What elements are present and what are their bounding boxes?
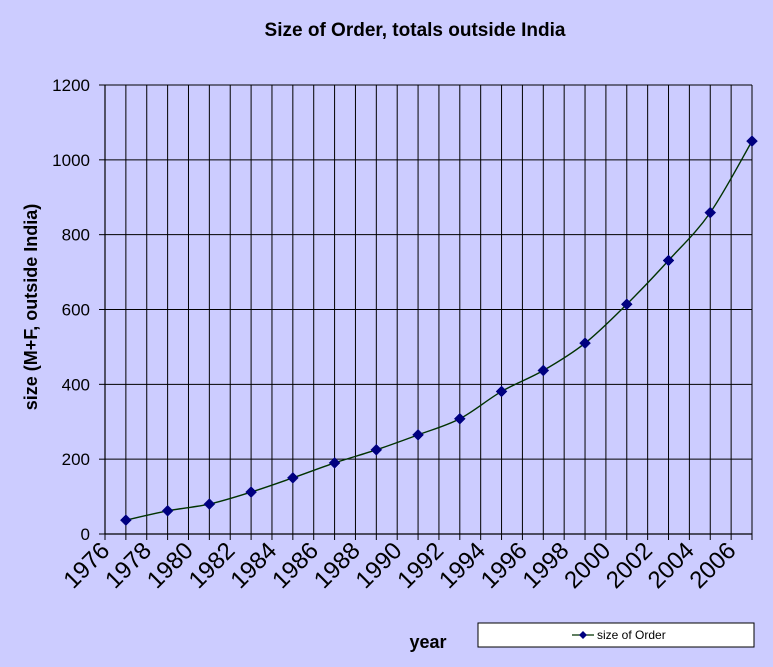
data-point: [453, 412, 466, 425]
x-tick-label: 2000: [559, 537, 616, 594]
x-tick-label: 1978: [100, 537, 157, 594]
legend-marker: [579, 631, 587, 639]
data-point: [286, 472, 299, 484]
y-tick-label: 1200: [52, 76, 90, 95]
legend-box: [477, 622, 755, 648]
x-tick-label: 1976: [58, 537, 115, 594]
data-point: [662, 254, 675, 267]
series-line: [125, 140, 753, 521]
x-tick-label: 2006: [685, 537, 742, 594]
x-tick-label: 1982: [184, 537, 241, 594]
legend-label: size of Order: [597, 628, 666, 642]
chart-title: Size of Order, totals outside India: [265, 20, 566, 41]
x-tick-label: 1986: [267, 537, 324, 594]
y-tick-label: 0: [81, 525, 90, 544]
x-tick-label: 1980: [142, 537, 199, 594]
grid: [105, 84, 753, 534]
data-point: [704, 206, 717, 219]
y-tick-label: 600: [62, 301, 90, 320]
x-tick-labels: 1976197819801982198419861988199019921994…: [58, 537, 741, 594]
y-tick-label: 800: [62, 226, 90, 245]
data-point: [161, 504, 174, 517]
data-point: [328, 457, 341, 469]
x-axis-label: year: [409, 632, 446, 652]
series: [120, 135, 758, 527]
y-tick-label: 200: [62, 450, 90, 469]
y-tick-label: 1000: [52, 151, 90, 170]
x-tick-label: 1998: [518, 537, 575, 594]
x-tick-label: 2004: [643, 537, 700, 594]
data-point: [203, 498, 216, 510]
y-tick-label: 400: [62, 375, 90, 394]
data-point: [245, 486, 257, 498]
data-point: [412, 428, 424, 441]
x-tick-label: 1992: [392, 537, 449, 594]
y-tick-labels: 0 200 400 600 800 1000 1200: [52, 76, 90, 544]
data-point: [495, 385, 508, 398]
x-tick-label: 2002: [601, 537, 658, 594]
y-axis-label: size (M+F, outside India): [21, 204, 41, 411]
legend: size of Order: [477, 622, 755, 648]
x-tick-label: 1996: [476, 537, 533, 594]
data-point: [620, 298, 633, 311]
data-point: [537, 364, 550, 377]
data-point: [746, 135, 758, 147]
data-point: [120, 514, 132, 527]
axes: [99, 84, 753, 540]
data-point: [579, 337, 591, 350]
x-tick-label: 1994: [434, 537, 491, 594]
x-tick-label: 1990: [351, 537, 408, 594]
data-point: [370, 443, 383, 456]
x-tick-label: 1984: [225, 537, 282, 594]
x-tick-label: 1988: [309, 537, 366, 594]
